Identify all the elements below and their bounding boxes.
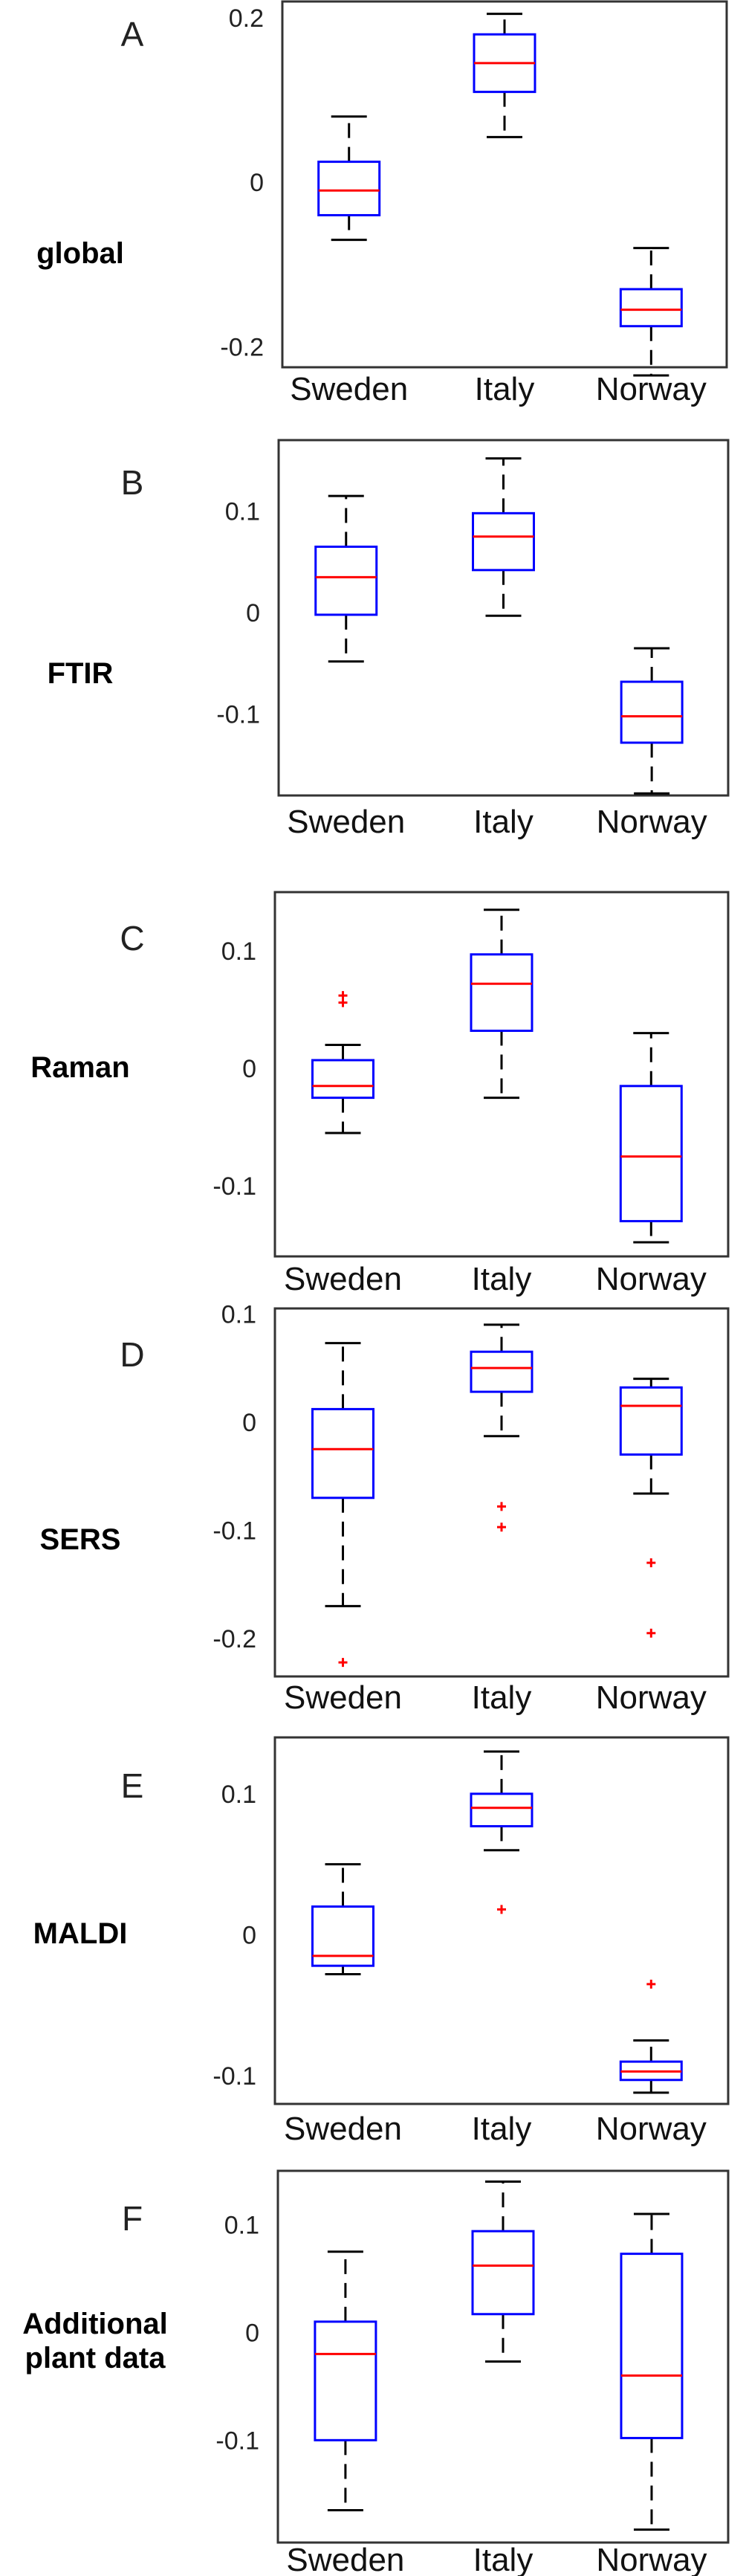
panel-d-y-tick-label: -0.2 [213, 1625, 256, 1653]
panel-e-italy-outlier [497, 1905, 506, 1914]
panel-e-italy-box [470, 1792, 533, 1827]
panel-f-category-label: Sweden [286, 2542, 404, 2576]
panel-b-norway-box [620, 680, 684, 744]
panel-c-letter: C [120, 919, 144, 958]
panel-e-y-tick-label: 0 [242, 1921, 256, 1949]
panel-e-category-label: Sweden [284, 2111, 402, 2147]
panel-d-category-label: Norway [596, 1679, 707, 1716]
panel-b-y-tick-label: 0 [246, 599, 260, 627]
panel-d-norway-outlier [646, 1628, 656, 1638]
panel-a-frame [281, 0, 728, 369]
panel-d-frame [273, 1307, 730, 1678]
panel-d-sweden-outlier [338, 1658, 348, 1668]
panel-c-y-tick-label: 0 [242, 1055, 256, 1083]
panel-e-row-label: MALDI [33, 1917, 128, 1950]
panel-f-frame [276, 2169, 730, 2544]
panel-c-y-tick-label: -0.1 [213, 1172, 256, 1201]
panel-f-category-label: Italy [473, 2542, 533, 2576]
panel-a-y-tick-label: -0.2 [220, 333, 264, 361]
panel-e-frame [273, 1736, 730, 2105]
panel-a-row-label: global [36, 237, 124, 270]
panel-f-italy-box [471, 2230, 535, 2316]
panel-d-italy-box [470, 1350, 533, 1393]
panel-e-letter: E [121, 1766, 144, 1805]
panel-d-italy-outlier [497, 1502, 506, 1511]
panel-a-letter: A [121, 15, 144, 54]
panel-d-sweden-box [311, 1407, 374, 1500]
panel-b-letter: B [121, 463, 144, 502]
panel-c-category-label: Italy [472, 1261, 532, 1297]
panel-b-y-tick-label: 0.1 [225, 498, 260, 526]
panel-c-category-label: Sweden [284, 1261, 402, 1297]
panel-a-norway-box [619, 288, 683, 328]
panel-c-category-label: Norway [596, 1261, 707, 1297]
panel-b-row-label: FTIR [48, 657, 114, 690]
panel-e-category-label: Norway [596, 2111, 707, 2147]
panel-f-row-label: plant data [25, 2342, 166, 2375]
panel-f-letter: F [122, 2199, 143, 2238]
panel-d-norway-box [619, 1386, 683, 1456]
panel-f-y-tick-label: 0.1 [224, 2211, 259, 2239]
panel-f-sweden-box [314, 2320, 377, 2441]
panel-a-y-tick-label: 0.2 [229, 4, 264, 33]
panel-c-sweden-box [311, 1059, 374, 1100]
panel-d-letter: D [120, 1335, 144, 1374]
panel-a-category-label: Italy [475, 371, 535, 407]
panel-c-norway-box [619, 1085, 683, 1223]
panel-d-category-label: Italy [472, 1679, 532, 1716]
panel-e-y-tick-label: -0.1 [213, 2062, 256, 2091]
panel-b-category-label: Sweden [287, 804, 405, 840]
panel-b-sweden-box [314, 545, 378, 616]
panel-b-italy-box [472, 511, 535, 572]
panel-d-norway-outlier [646, 1558, 656, 1568]
panel-d-y-tick-label: -0.1 [213, 1517, 256, 1545]
panel-f-row-label: Additional [22, 2308, 168, 2340]
panel-d-row-label: SERS [40, 1523, 121, 1556]
panel-f-category-label: Norway [596, 2542, 707, 2576]
panel-c-sweden-outlier [338, 991, 348, 1001]
panel-f-y-tick-label: -0.1 [215, 2427, 259, 2455]
panel-a-sweden-box [317, 161, 381, 216]
panel-c-italy-box [470, 953, 533, 1033]
panel-b-category-label: Norway [597, 804, 707, 840]
panel-e-category-label: Italy [472, 2111, 532, 2147]
panel-f-y-tick-label: 0 [245, 2319, 259, 2347]
panel-b-y-tick-label: -0.1 [216, 701, 260, 729]
panel-a-category-label: Norway [596, 371, 707, 407]
panel-d-category-label: Sweden [284, 1679, 402, 1716]
panel-e-norway-outlier [646, 1979, 656, 1989]
panel-d-y-tick-label: 0.1 [221, 1300, 256, 1329]
panel-b-frame [277, 439, 730, 797]
panel-c-frame [273, 891, 730, 1258]
panel-d-y-tick-label: 0 [242, 1409, 256, 1437]
panel-d-italy-outlier [497, 1523, 506, 1532]
panel-c-y-tick-label: 0.1 [221, 937, 256, 966]
panel-a-category-label: Sweden [290, 371, 408, 407]
panel-c-row-label: Raman [30, 1051, 129, 1084]
panel-e-y-tick-label: 0.1 [221, 1781, 256, 1809]
panel-b-category-label: Italy [473, 804, 533, 840]
panel-f-norway-box [620, 2253, 684, 2439]
panel-a-y-tick-label: 0 [250, 169, 264, 197]
